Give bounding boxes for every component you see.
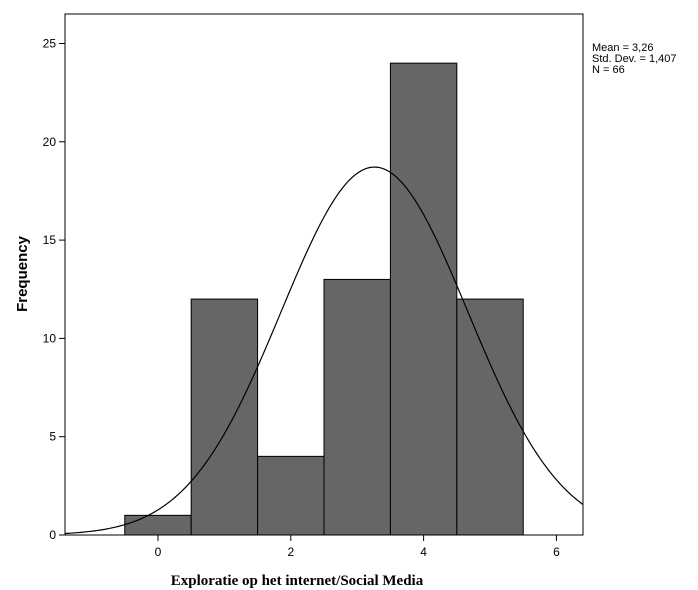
y-axis-title: Frequency bbox=[14, 235, 31, 312]
y-tick-label: 0 bbox=[49, 528, 56, 542]
histogram-bar-4 bbox=[389, 62, 458, 536]
x-tick-label: 0 bbox=[155, 545, 162, 559]
y-tick-label: 25 bbox=[43, 36, 57, 50]
stats-line: Std. Dev. = 1,407 bbox=[592, 53, 677, 65]
stats-line: Mean = 3,26 bbox=[592, 42, 653, 54]
y-tick-label: 10 bbox=[43, 331, 57, 345]
y-tick-label: 5 bbox=[49, 430, 56, 444]
x-tick-label: 6 bbox=[553, 545, 560, 559]
histogram-bar-1 bbox=[190, 298, 259, 536]
x-axis: 0 2 4 6 bbox=[155, 535, 560, 559]
bars-group bbox=[124, 62, 524, 536]
y-tick-label: 20 bbox=[43, 135, 57, 149]
normal-curve bbox=[64, 166, 584, 535]
y-axis: 0 5 10 15 20 25 bbox=[43, 36, 65, 542]
histogram-bar-0 bbox=[124, 514, 192, 536]
x-tick-label: 4 bbox=[420, 545, 427, 559]
histogram-bar-3 bbox=[323, 278, 391, 536]
x-tick-label: 2 bbox=[287, 545, 294, 559]
histogram-bar-5 bbox=[456, 298, 524, 536]
histogram-bar-2 bbox=[257, 455, 325, 536]
stats-line: N = 66 bbox=[592, 64, 625, 76]
x-axis-title: Exploratie op het internet/Social Media bbox=[171, 573, 424, 589]
y-tick-label: 15 bbox=[43, 233, 57, 247]
